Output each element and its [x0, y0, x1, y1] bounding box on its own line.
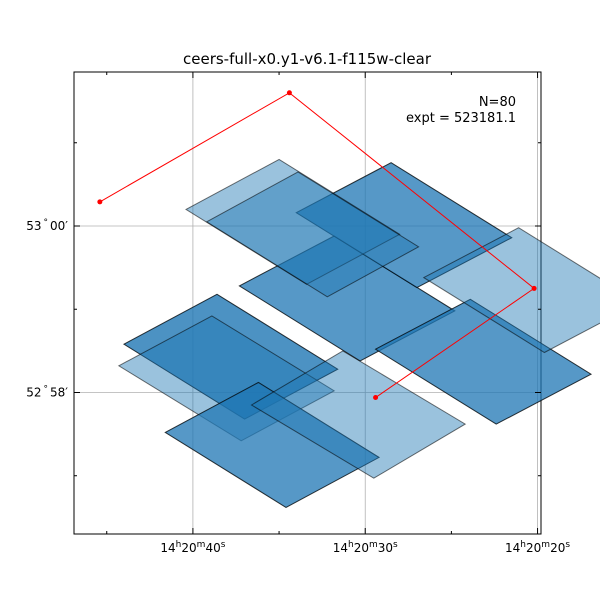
y-tick-label-part: 58: [50, 385, 65, 399]
x-tick-label-part: s: [221, 540, 226, 550]
y-tick-label: 52 ° 58′: [26, 384, 68, 399]
x-tick-label-part: m: [369, 540, 378, 550]
x-tick-label-part: 20: [550, 541, 565, 555]
x-tick-label-part: h: [176, 540, 182, 550]
y-tick-label-part: °: [43, 218, 48, 228]
x-tick-label-part: 14: [160, 541, 175, 555]
footprint-nrcb-left-top-d: [123, 293, 339, 420]
x-tick-label-part: 20: [526, 541, 541, 555]
x-tick-label-part: h: [520, 540, 526, 550]
outline-path: [99, 92, 535, 398]
x-tick-label-part: 40: [205, 541, 220, 555]
x-tick-label-part: 20: [354, 541, 369, 555]
x-tick-label: 14h20m40s: [160, 540, 225, 555]
x-tick-label-part: m: [541, 540, 550, 550]
y-tick-label-part: °: [43, 384, 48, 394]
y-tick-label-part: 53: [26, 219, 41, 233]
x-tick-label-part: 14: [333, 541, 348, 555]
outline-vertex: [97, 199, 103, 205]
footprint-nrca-upper-left-d: [205, 171, 420, 298]
outline-vertex: [531, 285, 537, 291]
y-tick-label: 53 ° 00′: [26, 218, 68, 233]
outline-layer: [97, 90, 537, 400]
count-annotation: N=80: [479, 95, 516, 110]
footprint-nrcb-left-bot2: [250, 350, 467, 479]
x-tick-label: 14h20m20s: [505, 540, 570, 555]
footprint-layer: [117, 158, 600, 508]
outline-vertex: [286, 90, 292, 96]
exposure-annotation: expt = 523181.1: [406, 111, 516, 126]
footprint-nrca-upper-b-d: [295, 162, 513, 289]
x-tick-label-part: 20: [181, 541, 196, 555]
outline-vertex: [373, 394, 379, 400]
footprint-nrca-right-b: [422, 227, 600, 354]
x-tick-label-part: m: [197, 540, 206, 550]
footprint-nrcb-left-bot-d: [164, 381, 380, 508]
x-tick-label-part: s: [393, 540, 398, 550]
x-tick-label: 14h20m30s: [333, 540, 398, 555]
y-tick-label-part: 00: [50, 219, 65, 233]
y-tick-label-part: ′: [65, 219, 68, 233]
x-tick-label-part: 14: [505, 541, 520, 555]
x-tick-label-part: 30: [378, 541, 393, 555]
axes-frame: [73, 71, 542, 535]
y-tick-label-part: ′: [65, 385, 68, 399]
x-tick-label-part: h: [348, 540, 354, 550]
chart-title: ceers-full-x0.y1-v6.1-f115w-clear: [183, 50, 432, 68]
y-tick-label-part: 52: [26, 385, 41, 399]
x-tick-label-part: s: [565, 540, 570, 550]
